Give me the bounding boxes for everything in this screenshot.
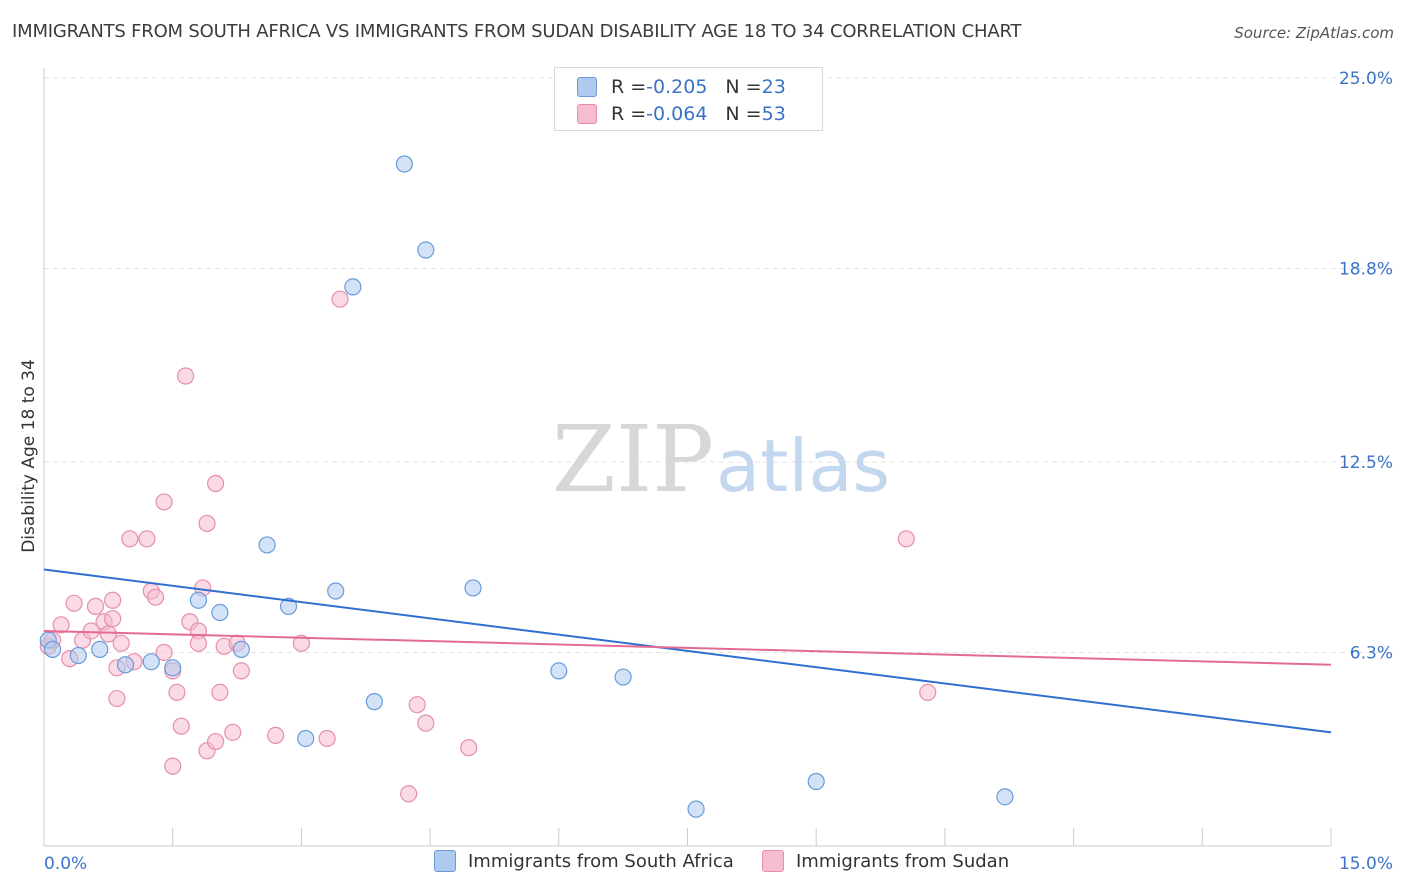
- south-africa-point: [189, 591, 208, 609]
- sudan-point: [176, 367, 195, 385]
- south-africa-point: [211, 603, 229, 622]
- sudan-point: [104, 591, 122, 609]
- south-africa-point: [464, 579, 482, 597]
- south-africa-point: [258, 536, 276, 554]
- legend-series-name: Immigrants from Sudan: [796, 850, 1010, 872]
- sudan-point: [65, 594, 83, 612]
- sudan-point: [198, 514, 216, 533]
- sudan-point: [417, 714, 435, 732]
- sudan-point: [146, 588, 165, 606]
- south-africa-trend-line: [43, 568, 1332, 734]
- legend-n-label: N =: [725, 76, 762, 98]
- legend-row-south-africa: R = -0.205 N = 23: [577, 74, 786, 100]
- watermark-zip: ZIP: [552, 406, 714, 513]
- sudan-point: [168, 683, 186, 702]
- sudan-point: [155, 643, 173, 662]
- x-tick-label: 0.0%: [44, 854, 87, 874]
- watermark: ZIP atlas: [552, 406, 890, 513]
- sudan-trend-line: [43, 629, 1332, 666]
- trend-lines: [43, 568, 1332, 734]
- south-africa-point: [279, 597, 298, 615]
- sudan-point: [112, 634, 130, 652]
- south-africa-point: [417, 241, 435, 259]
- sudan-point: [138, 530, 156, 548]
- sudan-point: [408, 696, 426, 714]
- y-tick-label: 12.5%: [1339, 453, 1393, 473]
- south-africa-swatch: [434, 850, 456, 872]
- sudan-point: [86, 597, 105, 615]
- sudan-point: [104, 610, 122, 628]
- south-africa-point: [297, 729, 315, 748]
- south-africa-point: [164, 659, 182, 677]
- x-tick-label: 15.0%: [1339, 854, 1393, 874]
- sudan-point: [108, 689, 126, 708]
- sudan-point: [211, 683, 229, 702]
- sudan-point: [52, 616, 70, 634]
- south-africa-point: [550, 662, 568, 680]
- south-africa-point: [365, 693, 383, 711]
- south-africa-point: [43, 640, 62, 658]
- south-africa-point: [327, 582, 345, 600]
- sudan-point: [318, 729, 336, 748]
- sudan-swatch: [762, 850, 784, 872]
- south-africa-point: [807, 772, 825, 791]
- sudan-point: [292, 634, 310, 652]
- axes: [43, 68, 1332, 847]
- sudan-point: [164, 757, 182, 775]
- y-tick-label: 6.3%: [1350, 643, 1393, 663]
- south-africa-point: [344, 278, 362, 296]
- sudan-point: [919, 683, 937, 702]
- y-axis-label: Disability Age 18 to 34: [19, 359, 39, 553]
- sudan-point: [897, 530, 915, 548]
- south-africa-point: [996, 788, 1014, 806]
- legend-r-value: -0.064: [646, 103, 708, 125]
- sudan-point: [121, 530, 139, 548]
- south-africa-point: [232, 640, 250, 658]
- south-africa-point: [142, 653, 160, 671]
- sudan-point: [207, 474, 225, 493]
- sudan-point: [267, 726, 285, 745]
- legend-row-sudan: R = -0.064 N = 53: [577, 101, 786, 127]
- y-tick-label: 18.8%: [1339, 259, 1393, 279]
- series-sudan-points: [39, 290, 937, 803]
- south-africa-point: [395, 155, 413, 173]
- south-africa-point: [116, 656, 135, 674]
- legend-r-value: -0.205: [646, 76, 708, 98]
- legend-item-south-africa: Immigrants from South Africa: [434, 850, 734, 872]
- series-south-africa-points: [39, 155, 1014, 818]
- south-africa-point: [69, 646, 87, 665]
- legend-r-label: R =: [611, 76, 647, 98]
- legend-n-value: 53: [761, 103, 786, 125]
- sudan-point: [155, 493, 173, 511]
- legend-item-sudan: Immigrants from Sudan: [762, 850, 1009, 872]
- sudan-point: [172, 717, 190, 735]
- sudan-point: [232, 662, 250, 680]
- source-label: Source: ZipAtlas.com: [1234, 24, 1394, 42]
- tick-labels: 6.3% 12.5% 18.8% 25.0% 0.0% 15.0%: [44, 69, 1393, 874]
- grid-lines: [44, 77, 1392, 653]
- chart-title: IMMIGRANTS FROM SOUTH AFRICA VS IMMIGRAN…: [12, 21, 1022, 42]
- correlation-legend: R = -0.205 N = 23 R = -0.064 N = 53: [554, 67, 823, 131]
- south-africa-swatch: [577, 77, 597, 97]
- sudan-point: [400, 785, 418, 803]
- sudan-point: [331, 290, 349, 308]
- south-africa-point: [614, 668, 632, 686]
- legend-n-label: N =: [725, 103, 762, 125]
- legend-r-label: R =: [611, 103, 647, 125]
- sudan-point: [207, 732, 225, 751]
- sudan-point: [224, 723, 242, 741]
- legend-n-value: 23: [761, 76, 786, 98]
- sudan-point: [460, 739, 478, 757]
- y-tick-label: 25.0%: [1339, 69, 1393, 89]
- legend-series-name: Immigrants from South Africa: [468, 850, 734, 872]
- sudan-swatch: [577, 104, 597, 124]
- south-africa-point: [91, 640, 109, 658]
- sudan-point: [189, 634, 208, 652]
- watermark-atlas: atlas: [716, 424, 890, 508]
- south-africa-point: [687, 800, 705, 818]
- sudan-point: [82, 622, 100, 640]
